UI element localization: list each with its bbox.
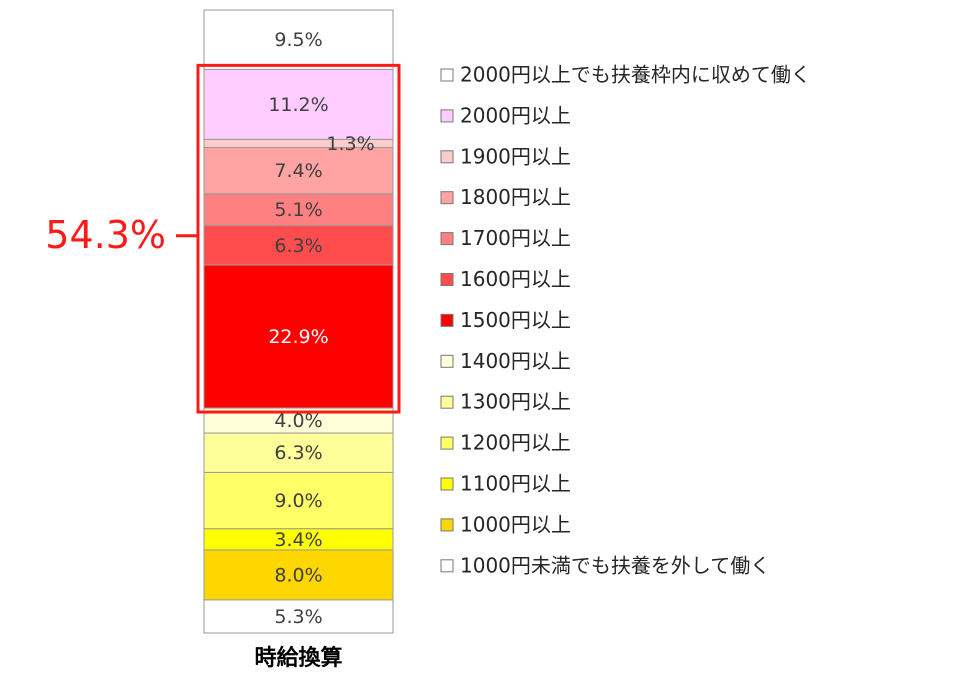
data-label-0: 5.3% — [274, 606, 322, 628]
legend-label-3: 1800円以上 — [460, 185, 571, 209]
legend-swatch-11 — [440, 518, 454, 532]
data-label-3: 9.0% — [274, 490, 322, 512]
data-label-5: 4.0% — [274, 410, 322, 432]
bar-segment-3 — [203, 471, 394, 530]
data-label-10: 1.3% — [326, 133, 374, 155]
legend-swatch-10 — [440, 477, 454, 491]
legend-label-8: 1300円以上 — [460, 390, 571, 414]
x-axis-category-label: 時給換算 — [254, 645, 342, 671]
callout-box — [196, 63, 401, 414]
data-label-11: 11.2% — [268, 94, 328, 116]
legend-swatch-7 — [440, 354, 454, 368]
bar-segment-11 — [203, 68, 394, 140]
legend-label-1: 2000円以上 — [460, 103, 571, 127]
data-label-8: 5.1% — [274, 199, 322, 221]
legend-swatch-5 — [440, 273, 454, 286]
legend-label-2: 1900円以上 — [460, 144, 571, 168]
legend-label-4: 1700円以上 — [460, 226, 571, 250]
bar-segment-0 — [203, 599, 394, 634]
bar-segment-6 — [203, 264, 394, 409]
legend-label-11: 1000円以上 — [460, 512, 571, 536]
legend-swatch-2 — [440, 150, 454, 164]
bar-segment-12 — [203, 9, 394, 70]
data-label-7: 6.3% — [274, 235, 322, 257]
callout-total-label: 54.3% — [45, 213, 166, 257]
stacked-bar — [203, 9, 394, 634]
legend-label-6: 1500円以上 — [460, 308, 571, 332]
legend-label-0: 2000円以上でも扶養枠内に収めて働く — [460, 63, 811, 87]
legend: 2000円以上でも扶養枠内に収めて働く 2000円以上 1900円以上 1800円以上… — [440, 63, 811, 577]
data-label-6: 22.9% — [268, 326, 328, 348]
legend-label-9: 1200円以上 — [460, 431, 571, 455]
legend-label-5: 1600円以上 — [460, 267, 571, 291]
data-label-4: 6.3% — [274, 442, 322, 464]
data-label-9: 7.4% — [274, 160, 322, 182]
segment-labels: 5.3% 8.0% 3.4% 9.0% 6.3% 4.0% 22.9% 6.3% 5.1% 7.4… — [268, 29, 374, 628]
bar-segment-1 — [203, 549, 394, 601]
legend-label-7: 1400円以上 — [460, 349, 571, 373]
legend-swatch-1 — [440, 109, 454, 123]
legend-swatch-8 — [440, 395, 454, 409]
legend-label-10: 1100円以上 — [460, 472, 571, 496]
legend-swatch-0 — [440, 68, 454, 82]
bar-segment-8 — [203, 193, 394, 227]
legend-swatch-3 — [440, 191, 454, 205]
bar-segment-9 — [203, 146, 394, 195]
legend-swatch-12 — [440, 559, 454, 573]
legend-swatch-4 — [440, 232, 454, 246]
highlight-callout: 54.3% — [45, 63, 401, 414]
data-label-1: 8.0% — [274, 564, 322, 586]
legend-swatch-6 — [440, 313, 454, 327]
legend-label-12: 1000円未満でも扶養を外して働く — [460, 553, 770, 577]
data-label-12: 9.5% — [274, 29, 322, 51]
bar-segment-7 — [203, 225, 394, 266]
legend-swatch-9 — [440, 436, 454, 450]
bar-segment-4 — [203, 432, 394, 473]
data-label-2: 3.4% — [274, 529, 322, 551]
